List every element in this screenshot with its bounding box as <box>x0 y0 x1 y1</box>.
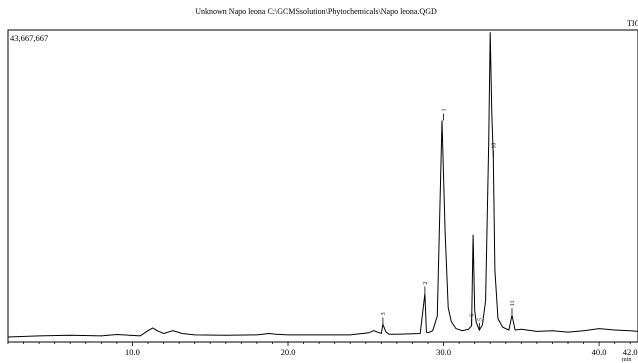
max-intensity-label: 43,667,667 <box>10 33 48 43</box>
x-unit-label: min <box>622 357 631 363</box>
x-tick-label: 30.0 <box>436 347 451 357</box>
x-tick-label: 40.0 <box>592 347 607 357</box>
trace-label: TIC <box>627 19 638 28</box>
peak-label: 2 <box>423 282 429 285</box>
peak-label: 1 <box>442 108 448 111</box>
x-tick-label: 10.0 <box>125 347 140 357</box>
plot-frame <box>7 29 638 343</box>
peak-label: 3 <box>381 312 387 315</box>
series-layer <box>7 32 638 338</box>
peak-label: 6 <box>470 314 476 317</box>
x-axis: 10.0 20.0 30.0 40.0 42.0 <box>7 342 638 357</box>
x-tick-label: 42.0 <box>623 347 638 357</box>
tic-trace-line <box>7 32 638 338</box>
chart-title: Unknown Napo leona C:\GCMSsolution\Phyto… <box>195 7 437 16</box>
peak-label: 11 <box>510 300 516 306</box>
peak-label-layer: 1 2 3 56 10 11 <box>381 108 516 330</box>
x-tick-label: 20.0 <box>281 347 296 357</box>
peak-label: 5 <box>477 318 483 321</box>
peak-label: 10 <box>491 143 497 149</box>
